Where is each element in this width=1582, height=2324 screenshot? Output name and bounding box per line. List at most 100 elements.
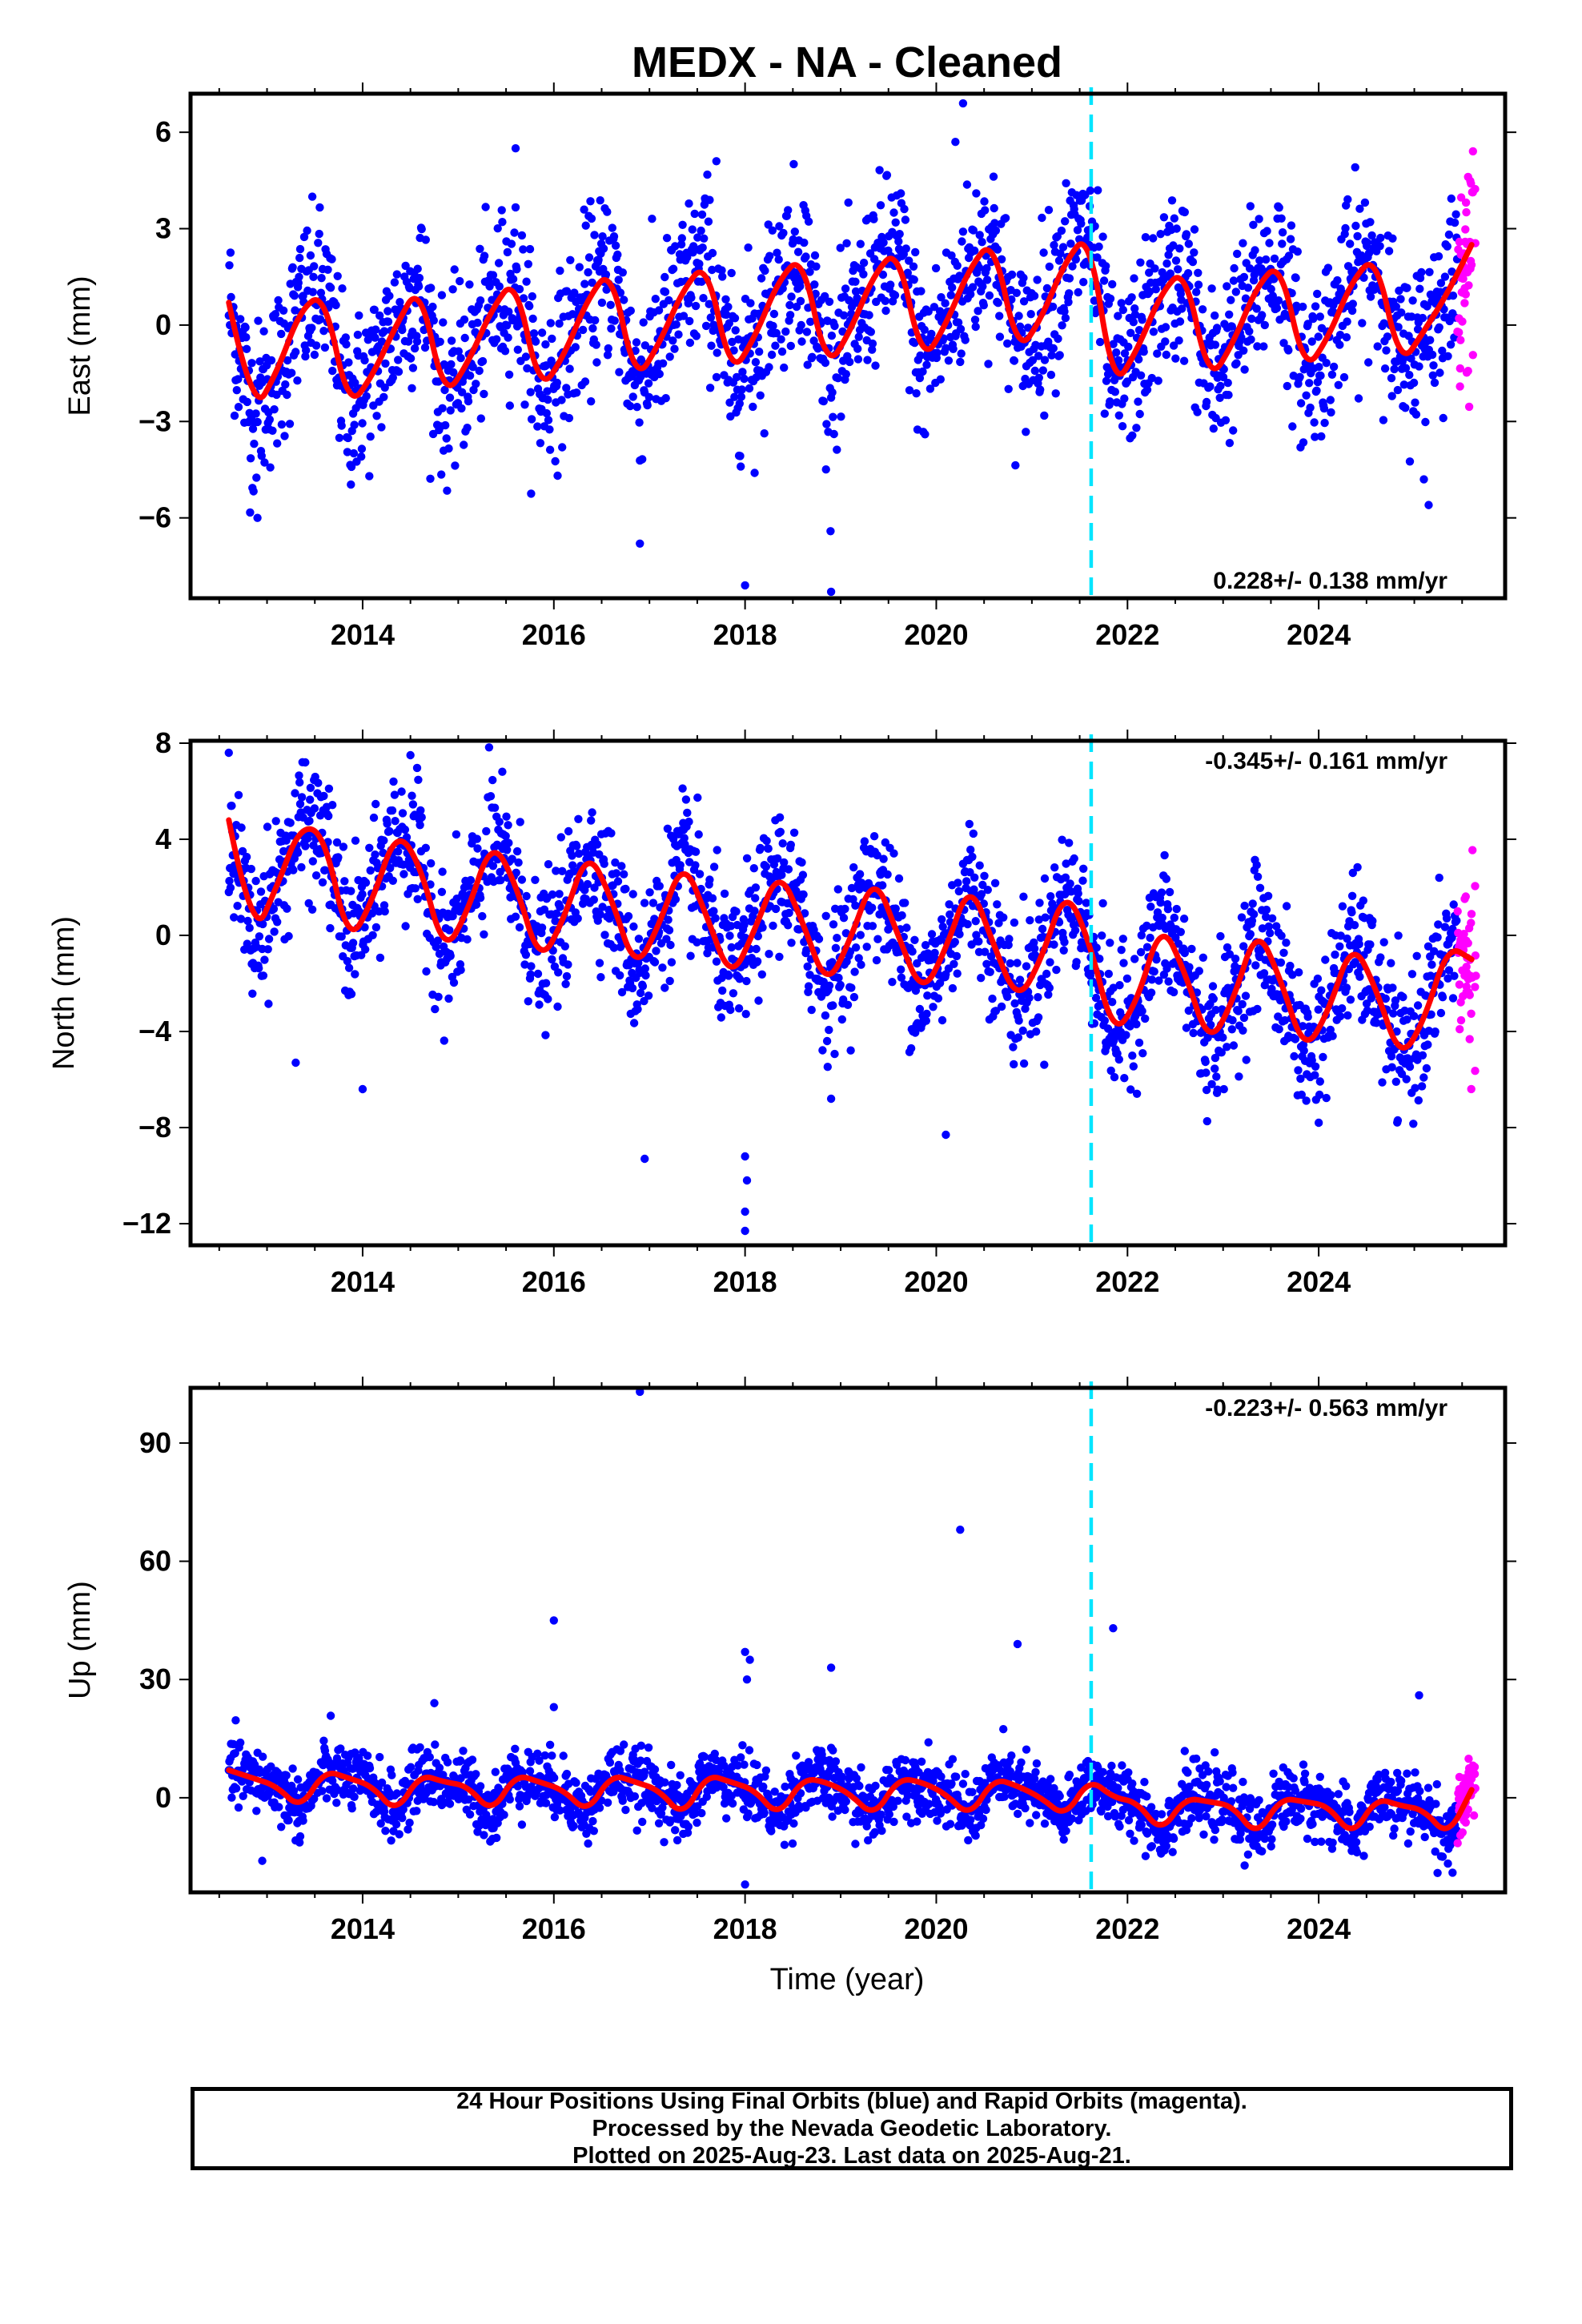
east-final-point xyxy=(445,393,455,402)
north-final-point xyxy=(1379,938,1388,947)
east-final-point xyxy=(1440,272,1450,281)
north-outlier-point xyxy=(1314,1118,1323,1128)
east-final-point xyxy=(1258,311,1267,320)
east-rapid-point xyxy=(1464,367,1472,376)
north-final-point xyxy=(792,887,801,895)
east-final-point xyxy=(611,241,620,250)
east-final-point xyxy=(1215,393,1224,402)
north-final-point xyxy=(237,823,246,832)
north-final-point xyxy=(678,784,687,793)
north-final-point xyxy=(837,1015,847,1024)
north-final-point xyxy=(988,994,997,1003)
north-final-point xyxy=(371,923,381,932)
north-final-point xyxy=(1141,1014,1150,1023)
north-final-point xyxy=(773,854,782,863)
east-final-point xyxy=(703,170,712,179)
north-final-point xyxy=(1013,959,1022,967)
north-final-point xyxy=(1138,1007,1146,1015)
north-final-point xyxy=(797,858,806,867)
north-final-point xyxy=(1179,915,1189,923)
east-final-point xyxy=(1408,296,1417,305)
east-final-point xyxy=(1174,336,1183,345)
north-final-point xyxy=(794,925,804,934)
north-final-point xyxy=(486,792,496,801)
east-final-point xyxy=(1426,336,1435,344)
east-final-point xyxy=(241,323,250,332)
north-final-point xyxy=(839,914,849,923)
north-final-point xyxy=(822,1036,832,1046)
east-final-point xyxy=(1117,299,1126,308)
east-final-point xyxy=(859,270,868,279)
east-final-point xyxy=(697,210,707,219)
north-final-point xyxy=(609,943,619,952)
east-final-point xyxy=(1443,352,1452,360)
north-final-point xyxy=(343,957,352,966)
north-final-point xyxy=(999,913,1008,922)
east-final-point xyxy=(956,357,965,367)
east-final-point xyxy=(277,329,286,339)
east-final-point xyxy=(1393,385,1403,395)
east-final-point xyxy=(545,445,555,454)
north-final-point xyxy=(997,1002,1006,1011)
east-final-point xyxy=(1351,163,1359,172)
east-final-point xyxy=(494,259,504,267)
north-final-point xyxy=(291,789,299,798)
east-final-point xyxy=(830,321,839,331)
north-final-point xyxy=(629,1019,639,1027)
north-final-point xyxy=(1359,896,1368,905)
north-final-point xyxy=(681,795,691,804)
east-rapid-point xyxy=(1460,283,1469,292)
east-final-point xyxy=(1102,376,1111,385)
east-final-point xyxy=(337,421,346,430)
north-final-point xyxy=(238,846,247,856)
north-final-point xyxy=(556,903,564,911)
east-final-point xyxy=(545,425,554,434)
east-final-point xyxy=(1322,359,1331,368)
east-final-point xyxy=(1295,372,1304,381)
north-final-point xyxy=(849,862,858,872)
east-final-point xyxy=(523,364,532,373)
north-final-point xyxy=(1376,953,1385,962)
east-final-point xyxy=(797,337,806,346)
east-final-point xyxy=(1417,267,1426,277)
east-rapid-point xyxy=(1468,147,1478,156)
north-final-point xyxy=(437,887,447,897)
north-final-point xyxy=(1392,1027,1401,1036)
north-final-point xyxy=(502,812,511,821)
east-final-point xyxy=(1184,239,1194,248)
north-final-point xyxy=(665,976,674,986)
east-final-point xyxy=(1224,391,1233,400)
east-final-point xyxy=(901,244,910,253)
north-final-point xyxy=(444,994,453,1003)
east-final-point xyxy=(1315,312,1325,321)
east-final-point xyxy=(351,378,359,388)
north-final-point xyxy=(756,843,765,853)
east-final-point xyxy=(632,338,641,347)
east-x-tick-label: 2016 xyxy=(522,618,586,651)
east-final-point xyxy=(821,292,829,301)
north-final-point xyxy=(846,1046,855,1055)
north-final-point xyxy=(841,929,851,938)
east-final-point xyxy=(247,359,256,368)
up-y-axis-label: Up (mm) xyxy=(63,1581,97,1699)
east-final-point xyxy=(655,369,664,379)
north-final-point xyxy=(938,1015,947,1025)
east-final-point xyxy=(757,274,766,283)
north-final-point xyxy=(986,967,994,977)
east-final-point xyxy=(242,333,251,342)
north-final-point xyxy=(1403,1015,1411,1024)
east-final-point xyxy=(1150,264,1159,273)
east-final-point xyxy=(1399,380,1409,389)
east-final-point xyxy=(581,221,590,230)
north-final-point xyxy=(1317,986,1326,995)
east-final-point xyxy=(1038,213,1046,223)
east-final-point xyxy=(1387,374,1396,383)
up-final-point xyxy=(284,1815,293,1825)
north-final-point xyxy=(1391,1077,1401,1087)
north-final-point xyxy=(520,960,529,969)
north-final-point xyxy=(476,894,485,903)
east-final-point xyxy=(357,452,366,461)
north-final-point xyxy=(617,987,627,997)
east-final-point xyxy=(1130,310,1140,319)
north-final-point xyxy=(1239,1026,1247,1035)
